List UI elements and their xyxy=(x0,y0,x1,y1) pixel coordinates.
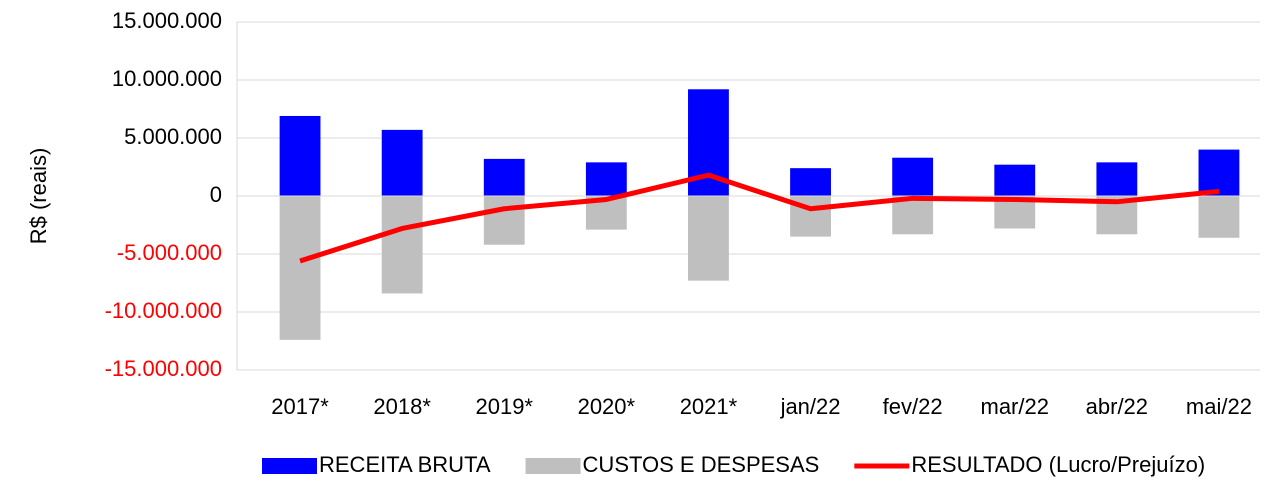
legend-label: CUSTOS E DESPESAS xyxy=(583,452,820,477)
y-tick-label: 0 xyxy=(210,182,222,207)
bar xyxy=(892,196,934,235)
x-tick-label: fev/22 xyxy=(883,394,943,419)
bar xyxy=(483,196,525,245)
y-tick-label: 10.000.000 xyxy=(112,66,222,91)
bar xyxy=(279,115,321,196)
y-tick-label: -5.000.000 xyxy=(117,240,222,265)
bar xyxy=(892,157,934,196)
bar xyxy=(994,164,1036,196)
bar xyxy=(483,158,525,196)
x-tick-label: 2020* xyxy=(578,394,636,419)
legend-label: RESULTADO (Lucro/Prejuízo) xyxy=(911,452,1205,477)
x-tick-label: 2021* xyxy=(680,394,738,419)
bar xyxy=(790,168,831,196)
y-tick-label: 15.000.000 xyxy=(112,8,222,33)
bar xyxy=(1096,162,1138,196)
bar xyxy=(279,196,321,340)
bar xyxy=(1198,196,1240,238)
y-axis-label: R$ (reais) xyxy=(26,148,51,245)
bar xyxy=(585,162,627,196)
legend-label: RECEITA BRUTA xyxy=(319,452,491,477)
bar xyxy=(688,196,729,281)
y-tick-label: -15.000.000 xyxy=(105,356,222,381)
y-tick-label: -10.000.000 xyxy=(105,298,222,323)
legend-swatch xyxy=(525,458,581,474)
bar xyxy=(381,129,423,196)
x-tick-label: mai/22 xyxy=(1186,394,1252,419)
x-tick-label: 2019* xyxy=(475,394,533,419)
x-tick-label: 2017* xyxy=(271,394,329,419)
line xyxy=(299,172,1220,264)
x-tick-label: 2018* xyxy=(373,394,431,419)
x-tick-label: abr/22 xyxy=(1086,394,1148,419)
y-tick-label: 5.000.000 xyxy=(124,124,222,149)
bar xyxy=(381,196,423,294)
bar xyxy=(1198,149,1240,196)
legend-swatch xyxy=(262,458,317,474)
x-tick-label: mar/22 xyxy=(981,394,1049,419)
x-tick-label: jan/22 xyxy=(780,394,841,419)
